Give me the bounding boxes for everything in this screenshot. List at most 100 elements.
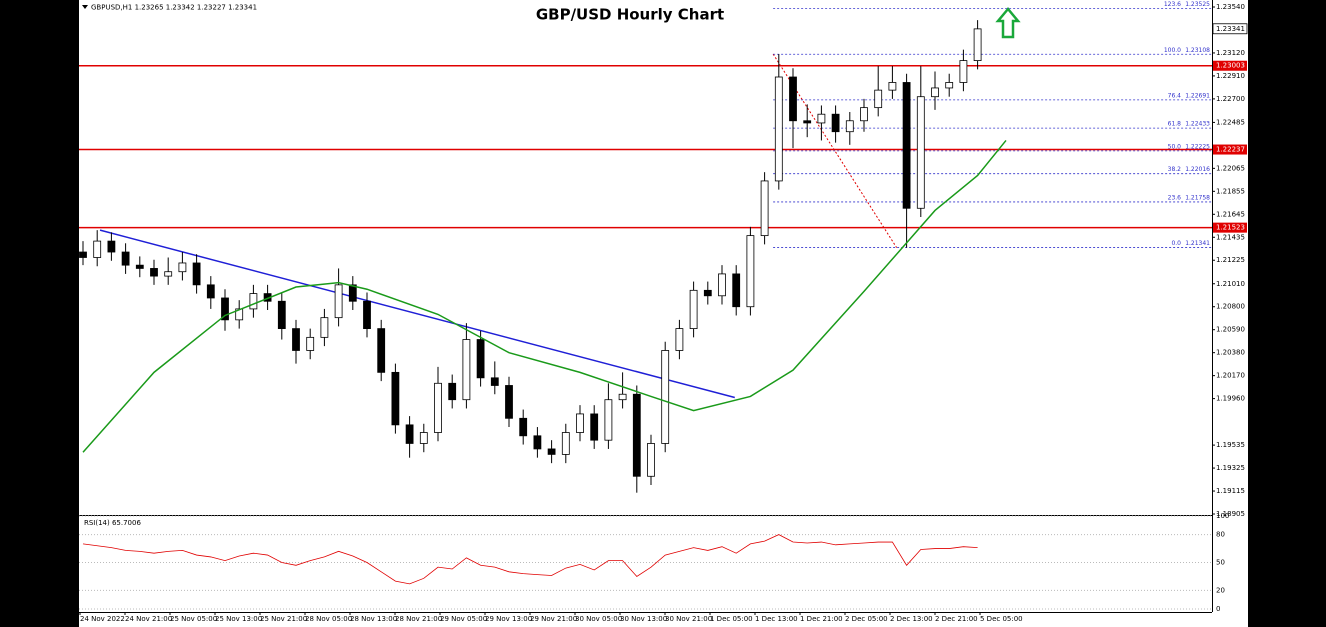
y-tick-label: 1.21225 <box>1216 256 1245 264</box>
candle-body <box>292 328 300 351</box>
y-tick-label: 1.23540 <box>1216 3 1245 11</box>
candle-body <box>505 385 513 419</box>
x-tick-label: 25 Nov 05:00 <box>170 615 217 623</box>
fib-level-label: 76.4 <box>1168 92 1182 99</box>
candle-body <box>348 284 357 302</box>
candle-body <box>164 271 173 277</box>
x-tick-label: 24 Nov 21:00 <box>125 615 172 623</box>
candle-body <box>902 82 911 209</box>
candle-body <box>277 300 286 330</box>
x-tick-label: 29 Nov 05:00 <box>440 615 487 623</box>
y-tick-label: 1.22065 <box>1216 164 1245 172</box>
y-tick-label: 1.22485 <box>1216 118 1245 126</box>
rsi-label: RSI(14) 65.7006 <box>84 519 141 527</box>
price-label-box <box>1213 60 1247 71</box>
candle-body <box>107 240 116 253</box>
candle-body <box>760 180 769 237</box>
x-tick-label: 28 Nov 13:00 <box>350 615 397 623</box>
candle-body <box>192 262 201 286</box>
y-tick-label: 1.22910 <box>1216 72 1245 80</box>
candle-body <box>931 87 939 98</box>
candle-body <box>547 448 556 455</box>
candle-body <box>945 82 954 89</box>
y-tick-label: 1.23120 <box>1216 49 1245 57</box>
fib-price: 1.22691 <box>1185 92 1210 99</box>
candle-body <box>533 435 542 450</box>
candle-body <box>377 328 386 373</box>
candle-body <box>604 399 613 441</box>
y-tick-label: 1.18905 <box>1216 510 1245 518</box>
y-tick-label: 1.19960 <box>1216 395 1245 403</box>
x-tick-label: 29 Nov 13:00 <box>485 615 532 623</box>
y-tick-label: 1.19535 <box>1216 441 1245 449</box>
fib-price: 1.21341 <box>1185 240 1210 247</box>
y-tick-label: 1.21645 <box>1216 210 1245 218</box>
fib-price: 1.23525 <box>1185 1 1210 8</box>
candle-body <box>249 293 258 310</box>
trendline <box>99 229 735 399</box>
x-tick-label: 28 Nov 21:00 <box>395 615 442 623</box>
x-tick-label: 2 Dec 05:00 <box>845 615 888 623</box>
fib-price: 1.23108 <box>1185 47 1210 54</box>
candle-body <box>178 262 187 273</box>
candle-body <box>689 289 698 330</box>
candle-body <box>206 284 215 299</box>
candle-body <box>703 289 712 297</box>
candle-body <box>306 336 315 351</box>
candle-body <box>363 300 371 330</box>
x-tick-label: 2 Dec 21:00 <box>935 615 978 623</box>
rsi-tick-label: 100 <box>1216 512 1229 520</box>
candle-body <box>121 251 130 266</box>
candle-body <box>135 264 144 269</box>
candle-body <box>93 240 102 258</box>
price-label-box <box>1213 222 1247 233</box>
candle-body <box>561 432 570 455</box>
candle-body <box>476 339 485 379</box>
fib-level-label: 61.8 <box>1168 121 1182 128</box>
y-tick-label: 1.20380 <box>1216 349 1245 357</box>
candle-body <box>916 96 925 209</box>
candle-body <box>235 308 244 321</box>
fib-level-label: 100.0 <box>1164 47 1181 54</box>
candle-body <box>888 82 897 91</box>
candle-body <box>419 432 428 444</box>
y-tick-label: 1.20170 <box>1216 372 1245 380</box>
symbol-header: GBPUSD,H1 1.23265 1.23342 1.23227 1.2334… <box>91 4 257 12</box>
candle-body <box>831 113 840 133</box>
x-tick-label: 28 Nov 05:00 <box>305 615 352 623</box>
candle-body <box>774 76 783 182</box>
rsi-tick-label: 50 <box>1216 559 1225 567</box>
candle-body <box>732 273 741 308</box>
fib-price: 1.22433 <box>1185 121 1210 128</box>
x-tick-label: 29 Nov 21:00 <box>530 615 577 623</box>
candle-body <box>647 443 655 477</box>
candle-body <box>334 284 343 319</box>
candle-body <box>590 413 599 441</box>
y-tick-label: 1.19115 <box>1216 487 1245 495</box>
candle-body <box>434 382 442 433</box>
moving-average <box>82 139 1007 453</box>
candle-body <box>79 251 87 258</box>
candle-body <box>718 273 726 297</box>
candle-body <box>803 120 812 124</box>
y-tick-label: 1.20800 <box>1216 303 1245 311</box>
chart-title: GBP/USD Hourly Chart <box>536 6 724 24</box>
rsi-tick-label: 20 <box>1216 586 1225 594</box>
y-tick-label: 1.21010 <box>1216 280 1245 288</box>
x-tick-label: 2 Dec 13:00 <box>890 615 933 623</box>
fib-level-label: 50.0 <box>1168 143 1182 150</box>
price-label: 1.21523 <box>1216 224 1245 232</box>
candle-body <box>391 371 400 426</box>
y-tick-label: 1.20590 <box>1216 326 1245 334</box>
y-tick-label: 1.22700 <box>1216 95 1245 103</box>
candle-body <box>789 76 797 122</box>
candle-body <box>320 317 329 338</box>
dropdown-icon <box>82 5 88 9</box>
up-arrow <box>995 7 1021 39</box>
x-tick-label: 1 Dec 13:00 <box>755 615 798 623</box>
x-tick-label: 25 Nov 21:00 <box>260 615 307 623</box>
x-tick-label: 1 Dec 05:00 <box>710 615 753 623</box>
candle-body <box>519 417 528 437</box>
candle-body <box>817 113 826 124</box>
